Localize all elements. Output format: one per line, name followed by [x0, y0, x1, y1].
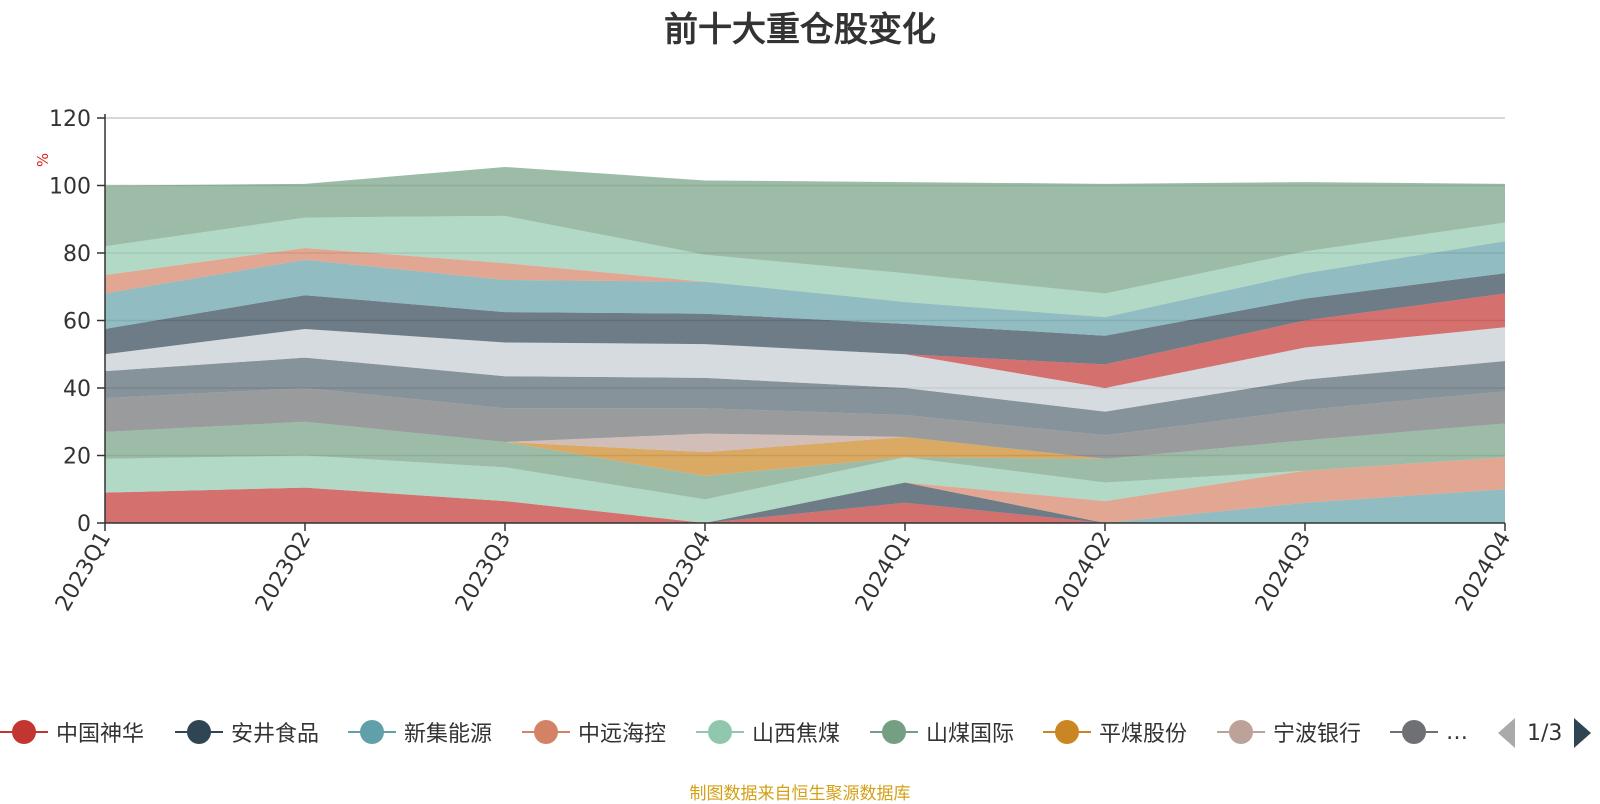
legend-marker-icon [175, 719, 223, 745]
legend-prev-arrow-icon[interactable] [1498, 718, 1515, 748]
legend-marker-icon [1217, 719, 1265, 745]
legend-label: 中远海控 [578, 722, 667, 747]
area-series-6 [105, 421, 1505, 500]
y-tick-label: 20 [63, 445, 91, 470]
area-series-1 [105, 487, 1505, 523]
legend-item[interactable]: 山西焦煤 [696, 712, 840, 752]
area-series-15 [105, 241, 1505, 318]
chart-title: 前十大重仓股变化 [664, 10, 936, 50]
y-tick-label: 120 [49, 107, 91, 132]
area-series-16 [105, 215, 1505, 318]
legend-marker-icon [696, 719, 744, 745]
y-tick-label: 0 [77, 512, 91, 537]
legend-item[interactable]: 中远海控 [522, 712, 666, 752]
area-series-5 [105, 455, 1505, 523]
y-axis-unit-label: % [34, 153, 52, 167]
area-series-7 [105, 421, 1505, 476]
legend-item[interactable]: 新集能源 [348, 712, 492, 752]
legend-item[interactable]: 宁波银行 [1217, 712, 1361, 752]
area-series-17 [105, 166, 1505, 294]
area-series-4 [105, 457, 1505, 523]
legend-label: 宁波银行 [1273, 722, 1362, 747]
legend-label: 安井食品 [231, 722, 320, 747]
legend-label: 中国神华 [56, 722, 145, 747]
area-series-9 [105, 388, 1505, 459]
y-tick-label: 100 [49, 175, 91, 200]
y-tick-label: 60 [63, 310, 91, 335]
legend-page-indicator: 1/3 [1527, 720, 1563, 746]
area-series-10 [105, 357, 1505, 436]
legend-pager: 1/3 [1498, 718, 1592, 748]
area-series-12 [105, 293, 1505, 388]
area-series-14 [105, 241, 1505, 336]
legend-label: 山煤国际 [926, 722, 1015, 747]
area-series-3 [105, 482, 1505, 523]
x-tick-label: 2023Q4 [651, 528, 716, 616]
legend-marker-icon [870, 719, 918, 745]
x-tick-label: 2024Q4 [1451, 528, 1516, 616]
x-tick-label: 2023Q3 [451, 528, 516, 616]
area-series [105, 166, 1505, 523]
x-tick-label: 2024Q2 [1051, 528, 1116, 616]
area-series-8 [105, 421, 1505, 459]
legend-item[interactable]: 安井食品 [175, 712, 319, 752]
area-series-11 [105, 327, 1505, 412]
legend-marker-icon [1043, 719, 1091, 745]
legend-next-arrow-icon[interactable] [1574, 718, 1592, 748]
legend: 中国神华 安井食品 新集能源 中远海控 山西焦煤 山煤国际 平煤股份 宁波银行 … [0, 712, 1490, 752]
x-tick-label: 2024Q3 [1251, 528, 1316, 616]
legend-label: 新集能源 [404, 722, 493, 747]
legend-marker-icon [522, 719, 570, 745]
legend-item[interactable]: … [1390, 712, 1468, 752]
legend-item[interactable]: 中国神华 [0, 712, 144, 752]
legend-label: … [1446, 719, 1468, 745]
x-tick-label: 2024Q1 [851, 528, 916, 616]
source-note: 制图数据来自恒生聚源数据库 [689, 784, 911, 804]
y-tick-label: 40 [63, 377, 91, 402]
legend-marker-icon [1390, 719, 1438, 745]
legend-marker-icon [348, 719, 396, 745]
x-tick-label: 2023Q1 [51, 528, 116, 616]
legend-marker-icon [0, 719, 48, 745]
legend-label: 平煤股份 [1099, 722, 1188, 747]
stacked-area-chart: 0 20 40 60 80 100 120% 2023Q1 2023Q2 2023Q3 2023Q4… [34, 107, 1516, 616]
legend-label: 山西焦煤 [752, 722, 841, 747]
x-tick-label: 2023Q2 [251, 528, 316, 616]
legend-item[interactable]: 平煤股份 [1043, 712, 1187, 752]
y-tick-label: 80 [63, 242, 91, 267]
legend-item[interactable]: 山煤国际 [870, 712, 1014, 752]
